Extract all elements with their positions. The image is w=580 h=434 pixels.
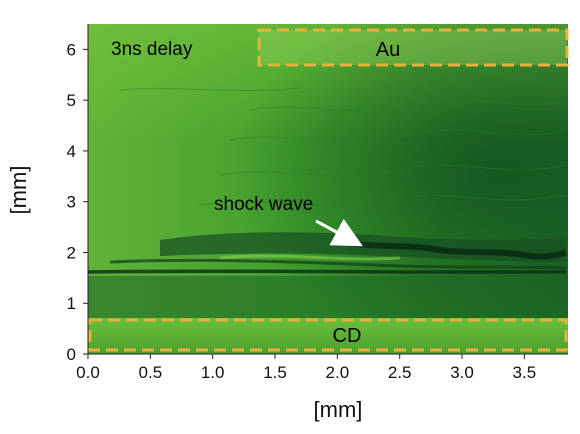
y-axis-label: [mm] <box>6 166 31 215</box>
delay-label: 3ns delay <box>111 39 193 60</box>
turbulence-texture <box>119 87 567 207</box>
x-tick-label: 2.5 <box>388 363 412 382</box>
shock-wave-arrow <box>315 218 363 247</box>
x-tick-label: 2.0 <box>326 363 350 382</box>
y-tick-label: 5 <box>67 91 76 110</box>
shadowgraph-image <box>87 24 568 354</box>
cd-region-box <box>88 318 568 352</box>
x-axis-label: [mm] <box>314 397 363 422</box>
x-tick-label: 0.5 <box>139 363 163 382</box>
x-tick-label: 1.5 <box>263 363 287 382</box>
y-tick-label: 2 <box>67 243 76 262</box>
x-tick-label: 3.5 <box>513 363 537 382</box>
x-tick-label: 3.0 <box>450 363 474 382</box>
shock-wave-line <box>349 240 567 260</box>
y-tick-label: 1 <box>67 294 76 313</box>
shock-wave-label: shock wave <box>214 194 313 215</box>
cd-region-label: CD <box>333 325 362 347</box>
au-region-box <box>257 28 569 67</box>
y-tick-label: 3 <box>67 193 76 212</box>
x-axis: 0.0 0.5 1.0 1.5 2.0 2.5 3.0 3.5 [mm] <box>76 353 568 422</box>
x-tick-label: 1.0 <box>201 363 225 382</box>
au-region-label: Au <box>376 39 400 61</box>
y-tick-label: 4 <box>67 142 76 161</box>
y-tick-label: 0 <box>67 345 76 364</box>
y-axis: 0 1 2 3 4 5 6 [mm] <box>6 24 89 364</box>
x-tick-label: 0.0 <box>76 363 100 382</box>
y-tick-label: 6 <box>67 40 76 59</box>
